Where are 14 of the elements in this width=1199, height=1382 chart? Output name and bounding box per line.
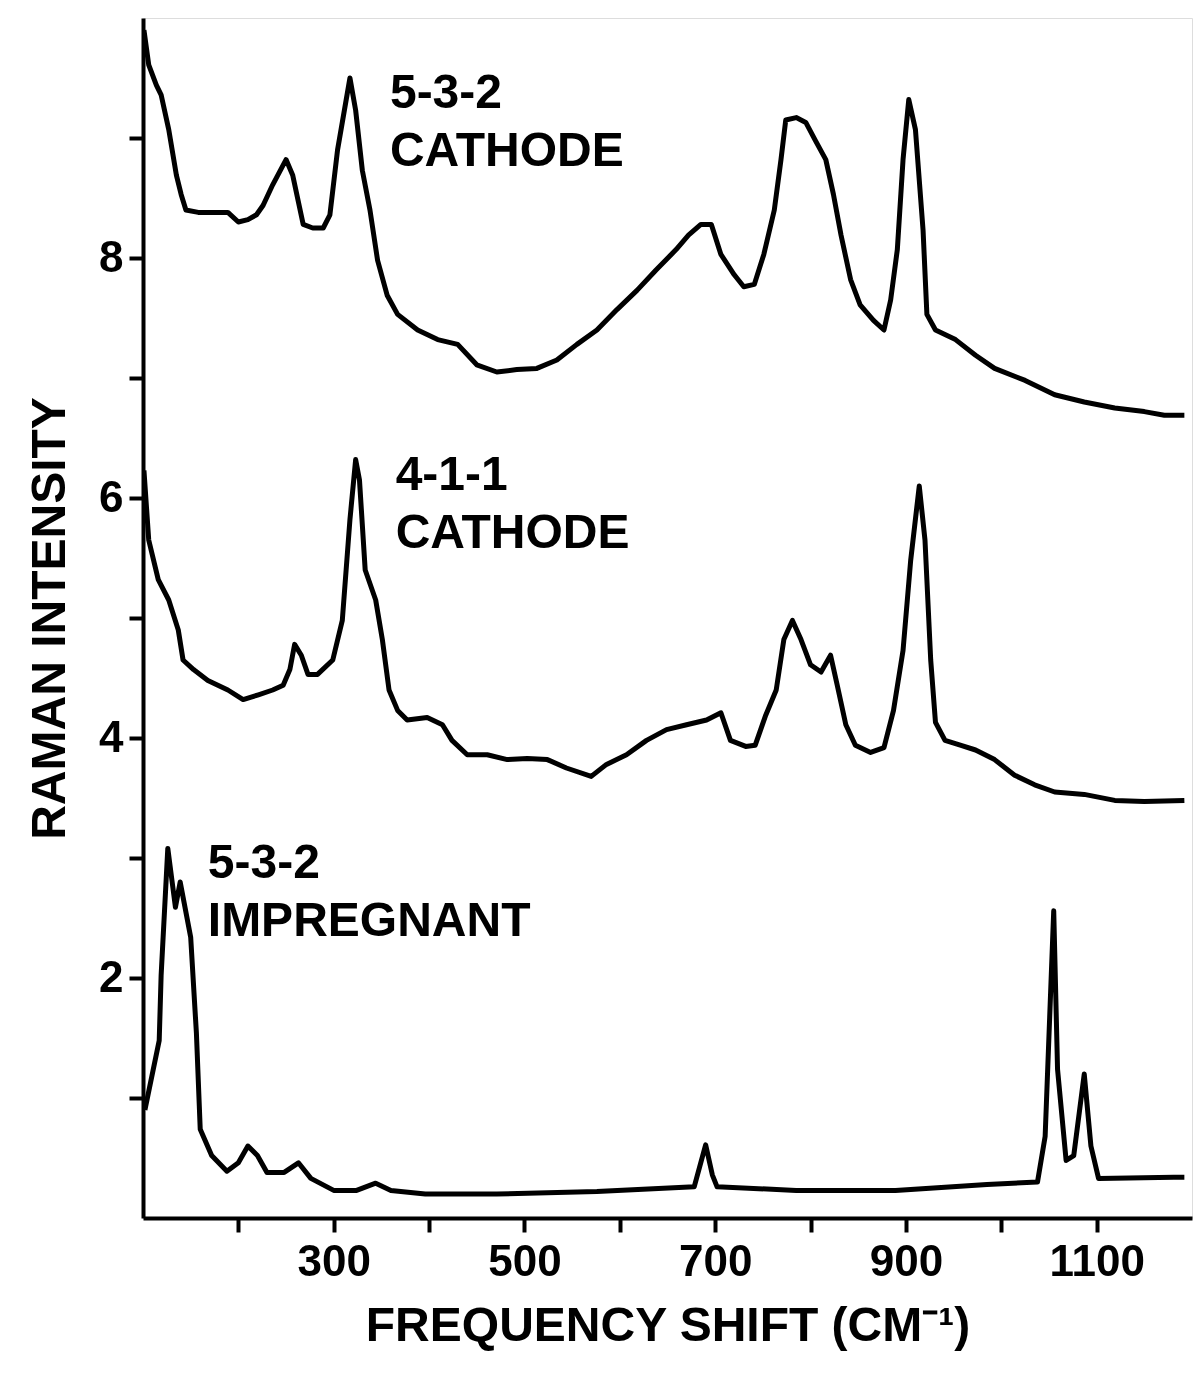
x-tick-label: 700: [678, 1235, 753, 1285]
x-tick-label: 1100: [1049, 1235, 1145, 1285]
series-label: 5-3-2 CATHODE: [389, 65, 624, 176]
series-label: 4-1-1 CATHODE: [395, 446, 630, 558]
y-axis-title: RAMAN INTENSITY: [22, 397, 76, 840]
y-tick-label: 6: [99, 471, 124, 521]
series-label: 5-3-2 IMPREGNANT: [207, 835, 531, 947]
x-tick-label: 500: [488, 1235, 562, 1285]
y-tick-label: 4: [99, 711, 125, 761]
x-tick-label: 300: [297, 1235, 371, 1285]
y-tick-label: 8: [99, 231, 124, 281]
x-tick-label: 900: [869, 1235, 944, 1285]
x-axis-title: FREQUENCY SHIFT (CM⁻¹): [365, 1297, 971, 1351]
y-tick-label: 2: [99, 951, 124, 1001]
